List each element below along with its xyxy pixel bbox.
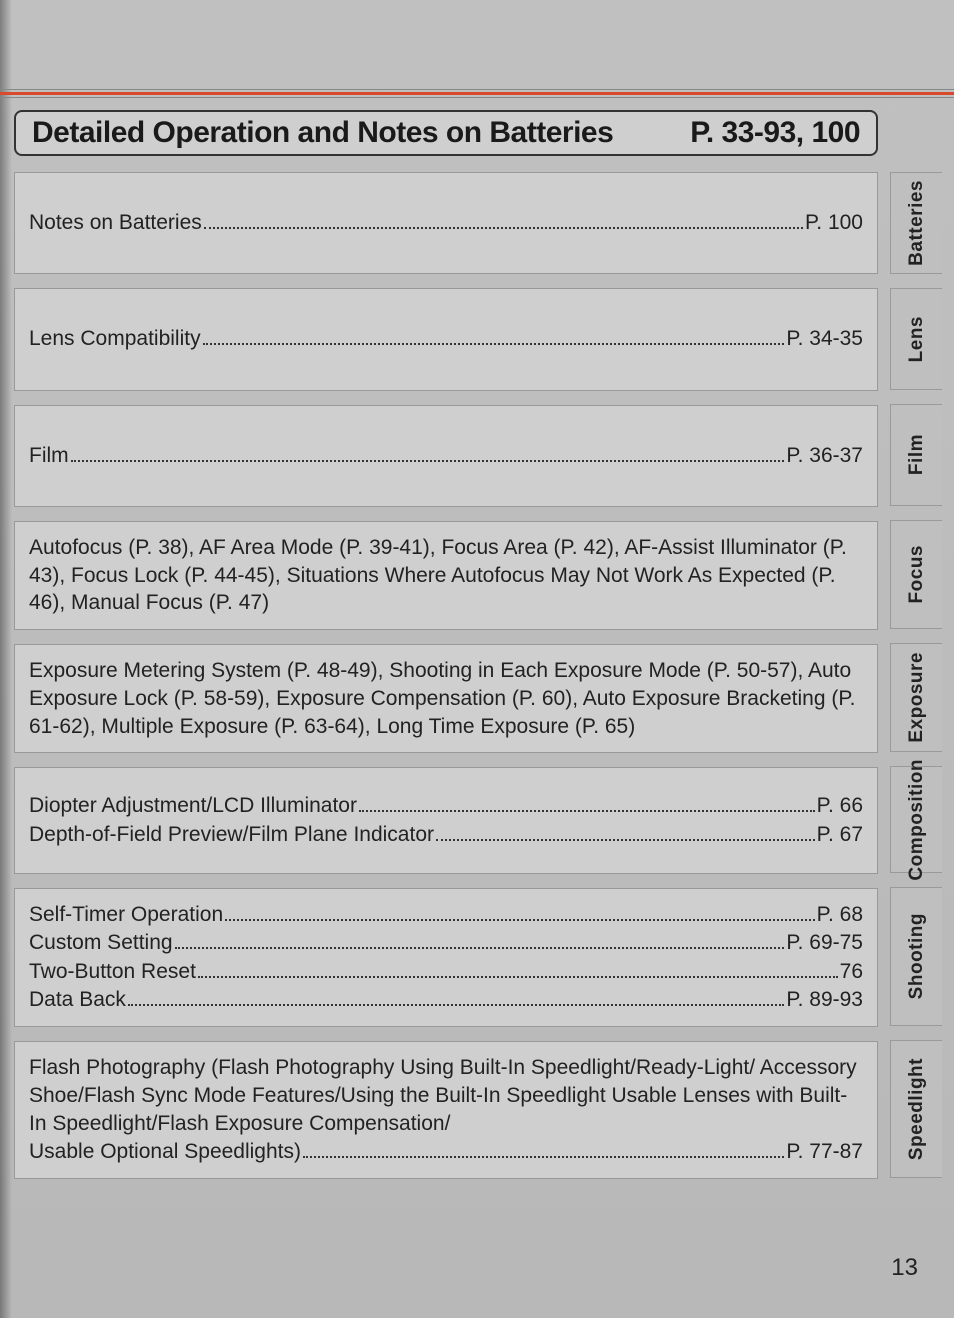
toc-row: Self-Timer Operation P. 68: [29, 901, 863, 929]
side-tab-label: Lens: [906, 316, 928, 362]
toc-page: P. 66: [817, 792, 863, 820]
side-tab-composition: Composition: [890, 766, 942, 873]
toc-page: P. 34-35: [786, 325, 863, 353]
side-tab-shooting: Shooting: [890, 887, 942, 1026]
red-rule: [0, 92, 954, 95]
toc-page: P. 89-93: [786, 986, 863, 1014]
toc-page: P. 67: [817, 821, 863, 849]
leader-dots: [359, 810, 815, 812]
section-film: Film P. 36-37: [14, 405, 878, 507]
top-rule: [0, 89, 954, 90]
content-column: Notes on Batteries P. 100 Lens Compatibili…: [14, 172, 878, 1193]
toc-label: Custom Setting: [29, 929, 173, 957]
toc-text: Flash Photography (Flash Photography Usi…: [29, 1054, 863, 1137]
toc-row: Depth-of-Field Preview/Film Plane Indica…: [29, 821, 863, 849]
toc-row: Data Back P. 89-93: [29, 986, 863, 1014]
side-tab-label: Film: [906, 434, 928, 475]
side-tab-focus: Focus: [890, 520, 942, 629]
toc-page: P. 77-87: [786, 1138, 863, 1166]
side-tab-film: Film: [890, 404, 942, 506]
toc-row: Notes on Batteries P. 100: [29, 209, 863, 237]
section-lens: Lens Compatibility P. 34-35: [14, 288, 878, 390]
leader-dots: [128, 1004, 784, 1006]
leader-dots: [203, 343, 785, 345]
section-speedlight: Flash Photography (Flash Photography Usi…: [14, 1041, 878, 1179]
toc-page: 76: [840, 958, 863, 986]
toc-label: Self-Timer Operation: [29, 901, 223, 929]
manual-page: Detailed Operation and Notes on Batterie…: [0, 0, 954, 1318]
toc-label: Usable Optional Speedlights): [29, 1138, 301, 1166]
toc-label: Film: [29, 442, 69, 470]
side-tab-label: Batteries: [906, 180, 928, 266]
page-number: 13: [891, 1254, 918, 1282]
toc-page: P. 36-37: [786, 442, 863, 470]
side-tab-lens: Lens: [890, 288, 942, 390]
toc-label: Notes on Batteries: [29, 209, 202, 237]
spine-shadow: [0, 0, 12, 1318]
toc-label: Lens Compatibility: [29, 325, 201, 353]
side-tab-label: Focus: [906, 545, 928, 603]
section-composition: Diopter Adjustment/LCD IlluminatorP. 66D…: [14, 767, 878, 874]
section-paragraph: Exposure Metering System (P. 48-49), Sho…: [29, 657, 863, 740]
section-header-title: Detailed Operation and Notes on Batterie…: [32, 116, 613, 150]
section-header: Detailed Operation and Notes on Batterie…: [14, 110, 878, 156]
toc-page: P. 69-75: [786, 929, 863, 957]
side-tab-label: Speedlight: [906, 1058, 928, 1160]
side-tab-batteries: Batteries: [890, 172, 942, 274]
toc-row: Lens Compatibility P. 34-35: [29, 325, 863, 353]
section-focus: Autofocus (P. 38), AF Area Mode (P. 39-4…: [14, 521, 878, 630]
section-batteries: Notes on Batteries P. 100: [14, 172, 878, 274]
section-shooting: Self-Timer Operation P. 68 Custom Setting P…: [14, 888, 878, 1027]
side-tab-speedlight: Speedlight: [890, 1040, 942, 1178]
toc-label: Two-Button Reset: [29, 958, 196, 986]
toc-label: Diopter Adjustment/LCD Illuminator: [29, 792, 357, 820]
leader-dots: [204, 227, 803, 229]
leader-dots: [436, 839, 815, 841]
toc-row: Custom Setting P. 69-75: [29, 929, 863, 957]
leader-dots: [71, 460, 785, 462]
section-exposure: Exposure Metering System (P. 48-49), Sho…: [14, 644, 878, 753]
section-paragraph: Autofocus (P. 38), AF Area Mode (P. 39-4…: [29, 534, 863, 617]
side-tab-label: Composition: [906, 759, 928, 881]
section-paragraph: Flash Photography (Flash Photography Usi…: [29, 1054, 863, 1166]
toc-page: P. 68: [817, 901, 863, 929]
side-tab-label: Shooting: [906, 913, 928, 999]
leader-dots: [175, 947, 785, 949]
toc-row: Two-Button Reset 76: [29, 958, 863, 986]
side-tab-label: Exposure: [906, 652, 928, 743]
toc-label: Depth-of-Field Preview/Film Plane Indica…: [29, 821, 434, 849]
bottom-rule: [0, 97, 954, 98]
toc-row: Film P. 36-37: [29, 442, 863, 470]
toc-label: Data Back: [29, 986, 126, 1014]
leader-dots: [303, 1156, 784, 1158]
toc-row: Diopter Adjustment/LCD Illuminator P. 66: [29, 792, 863, 820]
section-header-pages: P. 33-93, 100: [690, 116, 860, 150]
tabs-column: Batteries Lens Film Focus Exposure Compositio…: [890, 172, 942, 1192]
leader-dots: [225, 919, 815, 921]
leader-dots: [198, 976, 838, 978]
toc-page: P. 100: [805, 209, 863, 237]
side-tab-exposure: Exposure: [890, 643, 942, 752]
